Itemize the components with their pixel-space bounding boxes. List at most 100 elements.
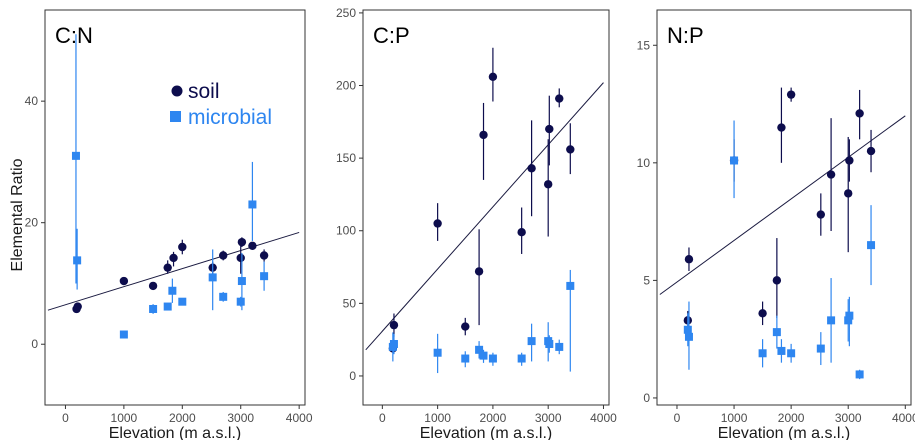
x-tick-label: 3000 <box>835 411 862 425</box>
soil-point <box>555 94 564 103</box>
microbial-point <box>479 351 488 360</box>
microbial-point <box>73 256 82 265</box>
y-tick-label: 200 <box>336 79 356 93</box>
microbial-point <box>827 316 836 325</box>
legend: soil microbial <box>170 80 272 129</box>
soil-point <box>758 309 767 318</box>
y-tick-label: 0 <box>31 337 38 351</box>
soil-point <box>119 276 129 286</box>
regression-line <box>365 82 604 351</box>
soil-point <box>772 276 782 285</box>
microbial-point <box>758 349 767 358</box>
microbial-point <box>777 346 786 355</box>
microbial-point <box>730 156 739 165</box>
microbial-point <box>555 342 564 351</box>
microbial-point <box>237 277 246 286</box>
y-axis-title: Elemental Ratio <box>9 158 26 271</box>
panel-title: C:P <box>373 23 410 48</box>
panel-title: C:N <box>55 23 93 48</box>
x-tick-label: 1000 <box>424 411 451 425</box>
microbial-point <box>527 337 536 346</box>
soil-point <box>816 210 826 219</box>
panel-frame <box>44 9 306 406</box>
x-tick-label: 2000 <box>169 411 196 425</box>
x-tick-label: 3000 <box>535 411 562 425</box>
microbial-point <box>787 349 796 358</box>
microbial-point <box>855 370 864 379</box>
y-tick-label: 15 <box>637 38 651 52</box>
microbial-point <box>236 297 245 306</box>
microbial-point <box>488 354 497 363</box>
legend-soil-label: soil <box>188 80 220 103</box>
soil-point <box>474 267 484 276</box>
soil-point <box>517 227 526 237</box>
soil-point <box>527 164 536 173</box>
y-tick-label: 5 <box>643 273 650 287</box>
y-tick-label: 250 <box>336 6 356 20</box>
panel-frame <box>656 9 912 406</box>
soil-point <box>844 189 853 198</box>
y-tick-label: 50 <box>343 296 357 310</box>
microbial-point <box>845 311 854 320</box>
soil-point <box>259 251 269 260</box>
microbial-point <box>684 332 693 341</box>
soil-point <box>479 130 488 140</box>
x-axis-title: Elevation (m a.s.l.) <box>109 425 241 440</box>
x-tick-label: 0 <box>674 411 681 425</box>
x-tick-label: 0 <box>379 411 386 425</box>
microbial-point <box>566 281 575 290</box>
y-tick-label: 40 <box>25 94 39 108</box>
y-tick-label: 10 <box>637 156 651 170</box>
x-tick-label: 3000 <box>227 411 254 425</box>
soil-point <box>237 237 247 247</box>
microbial-point <box>433 348 442 357</box>
y-tick-label: 150 <box>336 151 356 165</box>
soil-point <box>786 90 796 99</box>
microbial-point <box>149 304 158 313</box>
microbial-point <box>475 345 484 354</box>
legend-soil-marker <box>171 85 183 97</box>
legend-microbial-marker <box>170 111 181 122</box>
microbial-point <box>816 344 825 353</box>
soil-point <box>855 109 864 118</box>
soil-point <box>866 146 876 156</box>
microbial-point <box>389 340 398 349</box>
soil-point <box>248 241 257 250</box>
microbial-point <box>772 328 781 337</box>
microbial-point <box>545 340 554 349</box>
panel-title: N:P <box>667 23 704 48</box>
y-tick-label: 0 <box>643 391 650 405</box>
x-tick-label: 2000 <box>778 411 805 425</box>
soil-point <box>433 219 442 228</box>
soil-point <box>178 242 187 252</box>
soil-point <box>163 263 172 272</box>
soil-point <box>777 123 786 132</box>
soil-point <box>461 322 470 331</box>
soil-point <box>545 124 554 134</box>
y-tick-label: 0 <box>349 369 356 383</box>
y-tick-label: 20 <box>25 216 39 230</box>
x-axis-title: Elevation (m a.s.l.) <box>420 425 552 440</box>
microbial-point <box>867 241 876 250</box>
microbial-point <box>844 316 853 325</box>
microbial-point <box>461 354 470 363</box>
microbial-point <box>248 200 257 209</box>
x-tick-label: 4000 <box>892 411 915 425</box>
microbial-point <box>168 286 177 295</box>
soil-point <box>73 302 82 311</box>
soil-point <box>684 255 694 264</box>
soil-point <box>148 281 158 291</box>
soil-point <box>543 180 553 189</box>
soil-point <box>236 253 245 263</box>
panel-2: 0 1000 2000 3000 4000 0 5 10 15 Elevation (m a.s.… <box>637 9 915 440</box>
x-tick-label: 1000 <box>721 411 748 425</box>
soil-point <box>488 72 498 82</box>
microbial-point <box>219 292 228 301</box>
soil-point <box>169 253 178 263</box>
microbial-point <box>178 297 187 306</box>
x-tick-label: 4000 <box>590 411 617 425</box>
x-tick-label: 2000 <box>480 411 507 425</box>
microbial-point <box>71 151 80 160</box>
x-axis-title: Elevation (m a.s.l.) <box>718 425 850 440</box>
